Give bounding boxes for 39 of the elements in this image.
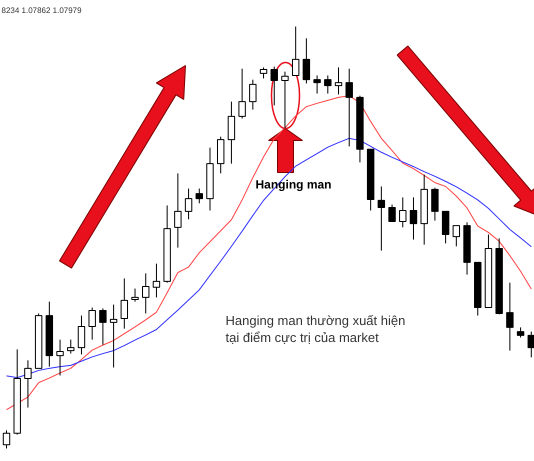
candlestick bbox=[99, 308, 107, 346]
candlestick bbox=[410, 196, 418, 240]
candlestick bbox=[506, 282, 514, 352]
candlestick bbox=[452, 225, 460, 247]
candlestick bbox=[184, 188, 192, 220]
candlestick bbox=[152, 263, 160, 298]
candlestick bbox=[378, 186, 386, 252]
candlestick bbox=[142, 272, 150, 314]
candlestick bbox=[388, 204, 396, 222]
text: 8234 1.07862 1.07979 bbox=[2, 6, 82, 15]
candlestick bbox=[313, 74, 321, 94]
candlestick bbox=[292, 26, 300, 76]
candlestick bbox=[196, 188, 203, 204]
annotation: Hanging man thường xuất hiện tại điểm cực trị của market bbox=[226, 313, 406, 345]
candlestick bbox=[2, 430, 10, 449]
candlestick bbox=[56, 339, 64, 376]
candlestick bbox=[334, 66, 342, 95]
candlestick bbox=[516, 326, 524, 338]
candlestick bbox=[174, 172, 182, 248]
candlestick bbox=[88, 307, 96, 340]
candlestick bbox=[346, 68, 353, 147]
candlestick bbox=[528, 331, 534, 358]
candlestick bbox=[238, 68, 246, 119]
candlestick bbox=[67, 339, 74, 354]
candlestick bbox=[228, 101, 236, 164]
candlestick bbox=[120, 278, 128, 330]
candlestick bbox=[131, 288, 139, 302]
candlestick bbox=[442, 210, 450, 244]
candlestick bbox=[431, 187, 439, 222]
candlestick bbox=[324, 74, 332, 94]
candlestick bbox=[302, 38, 310, 84]
candlestick bbox=[281, 71, 289, 130]
candlestick bbox=[260, 66, 268, 79]
candlestick bbox=[78, 315, 86, 355]
candlestick bbox=[270, 66, 278, 106]
candlestick bbox=[110, 304, 118, 368]
candlestick bbox=[249, 79, 257, 110]
candlestick bbox=[399, 196, 406, 228]
candlestick bbox=[24, 360, 32, 408]
